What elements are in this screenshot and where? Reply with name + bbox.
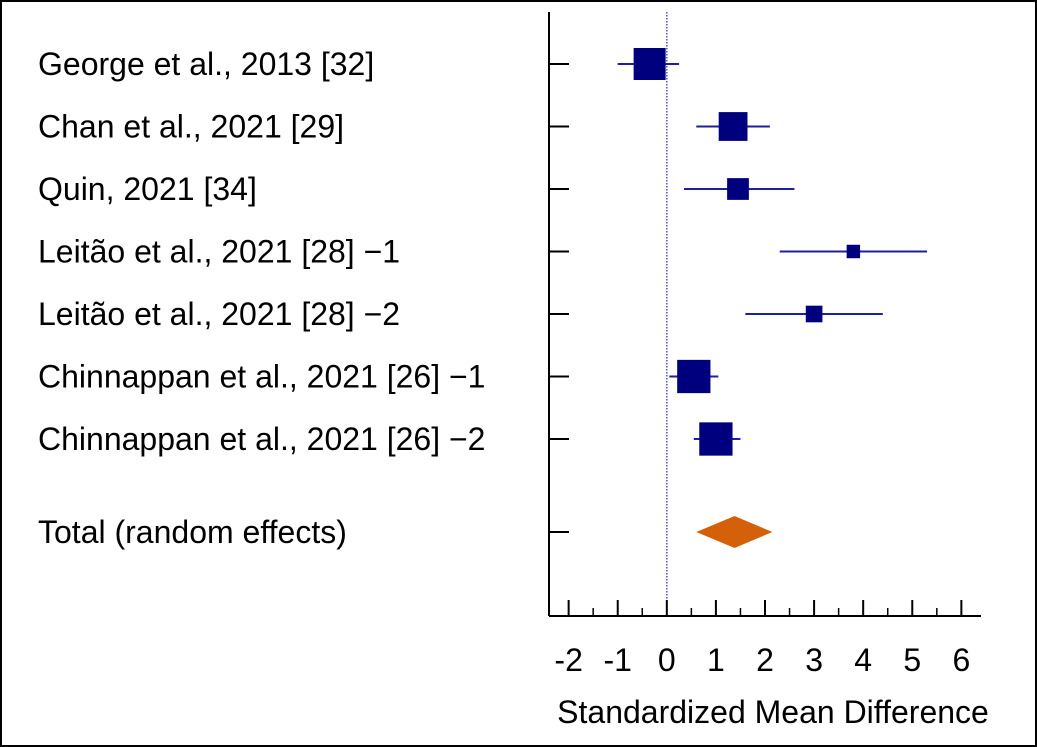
x-tick-label: -1	[604, 642, 632, 678]
effect-marker	[677, 359, 711, 394]
effect-marker	[805, 305, 823, 323]
x-tick-label: 3	[805, 642, 823, 678]
x-tick-label: 4	[854, 642, 872, 678]
study-label: Chinnappan et al., 2021 [26] −1	[38, 359, 485, 395]
total-effect-diamond	[696, 516, 773, 548]
effect-marker	[699, 422, 733, 456]
study-label: Chan et al., 2021 [29]	[38, 109, 344, 145]
x-axis-label: Standardized Mean Difference	[557, 694, 989, 730]
plot-axes: -2 -1 0 1 2 3 4 5 6	[548, 12, 981, 678]
effect-marker	[718, 112, 748, 141]
total-label: Total (random effects)	[38, 514, 347, 550]
x-tick-label: 5	[903, 642, 921, 678]
study-label: Leitão et al., 2021 [28] −1	[38, 234, 400, 270]
study-label: Leitão et al., 2021 [28] −2	[38, 296, 400, 332]
x-tick-label: 6	[952, 642, 970, 678]
study-markers	[617, 48, 927, 548]
study-label: George et al., 2013 [32]	[38, 46, 374, 82]
effect-marker	[633, 48, 666, 80]
x-tick-label: 2	[756, 642, 774, 678]
effect-marker	[727, 178, 749, 200]
study-label: Quin, 2021 [34]	[38, 171, 257, 207]
x-tick-label: -2	[554, 642, 582, 678]
effect-marker	[846, 244, 861, 259]
x-tick-label: 1	[707, 642, 725, 678]
study-labels: George et al., 2013 [32] Chan et al., 202…	[38, 46, 485, 550]
study-label: Chinnappan et al., 2021 [26] −2	[38, 421, 485, 457]
x-tick-label: 0	[658, 642, 676, 678]
